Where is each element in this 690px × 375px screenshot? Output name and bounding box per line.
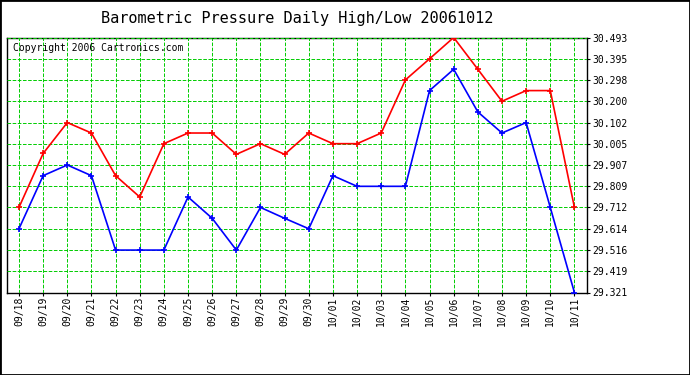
Text: Copyright 2006 Cartronics.com: Copyright 2006 Cartronics.com <box>12 43 183 52</box>
Text: Barometric Pressure Daily High/Low 20061012: Barometric Pressure Daily High/Low 20061… <box>101 11 493 26</box>
